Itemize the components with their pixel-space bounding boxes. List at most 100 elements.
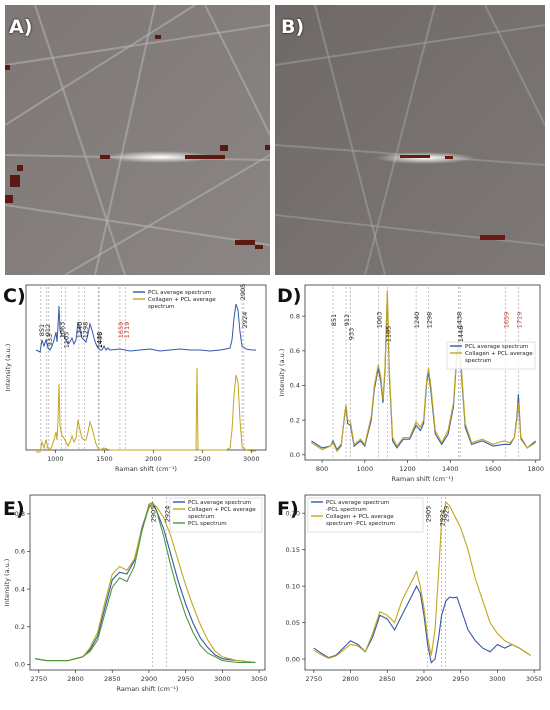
- peak-label: 1438: [455, 312, 463, 329]
- x-tick-label: 2850: [104, 675, 121, 683]
- legend-label: PCL spectrum: [188, 521, 227, 527]
- fiber-image-b: [275, 5, 545, 275]
- series-line-collagen-pcl-average: [36, 367, 256, 453]
- y-tick-label: 0.20: [286, 509, 300, 517]
- peak-label: 2905: [239, 284, 247, 301]
- chart-e: 2750 2800 2850 2900 2950 3000 3050 0.0 0.2 0.4 0.6…: [3, 494, 268, 693]
- peak-label: 1105: [63, 332, 71, 349]
- y-axis-title: Intensity (a.u.): [3, 559, 11, 607]
- panel-a-label: A): [9, 16, 33, 38]
- fiber-image-a: [5, 5, 270, 275]
- peak-label: 851: [330, 314, 338, 326]
- peak-label: 912: [44, 324, 52, 336]
- series-line: [35, 501, 256, 664]
- peak-label: 1298: [82, 322, 90, 339]
- peak-label: 933: [348, 328, 356, 340]
- legend-label: Collagen + PCL average spectrum: [465, 351, 533, 364]
- series-line: [311, 293, 537, 451]
- y-tick-label: 0.0: [290, 451, 300, 459]
- x-tick-label: 1200: [399, 465, 416, 473]
- x-tick-label: 3000: [243, 455, 260, 463]
- x-axis-title: Raman shift (cm⁻¹): [115, 465, 177, 473]
- peak-label: 1659: [503, 312, 511, 329]
- x-tick-label: 2800: [342, 675, 359, 683]
- x-tick-label: 2800: [67, 675, 84, 683]
- y-tick-label: 0.4: [15, 585, 25, 593]
- x-tick-label: 3000: [489, 675, 506, 683]
- peak-label: 2905: [425, 506, 433, 523]
- series-line-pcl-average: [35, 303, 256, 353]
- x-tick-label: 2750: [31, 675, 48, 683]
- x-tick-label: 2900: [141, 675, 158, 683]
- y-tick-label: 0.2: [15, 623, 25, 631]
- peak-label: 933: [46, 334, 54, 346]
- peak-label: 1240: [413, 312, 421, 329]
- x-tick-label: 1000: [47, 455, 64, 463]
- y-tick-label: 0.8: [15, 510, 25, 518]
- peak-label: 2924: [164, 506, 172, 523]
- peak-label: 851: [38, 324, 46, 336]
- plot-frame: [25, 284, 267, 451]
- plot-frame: [304, 284, 541, 461]
- x-tick-label: 2950: [452, 675, 469, 683]
- x-axis-title: Raman shift (cm⁻¹): [392, 475, 454, 483]
- y-tick-label: 0.15: [286, 546, 300, 554]
- y-tick-label: 0.05: [286, 619, 300, 627]
- x-axis-title: Raman shift (cm⁻¹): [117, 685, 179, 693]
- panel-b-image: [275, 5, 545, 275]
- y-tick-label: 0.6: [15, 548, 25, 556]
- x-tick-label: 2500: [194, 455, 211, 463]
- panel-d-label: D): [277, 285, 302, 307]
- x-tick-label: 2000: [145, 455, 162, 463]
- peak-label: 1063: [59, 322, 67, 339]
- chart-d: 800 1000 1200 1400 1600 1800 0.0 0.2 0.4 0.6 0.8 8…: [278, 284, 544, 483]
- x-tick-label: 800: [316, 465, 328, 473]
- x-tick-label: 2750: [306, 675, 323, 683]
- x-tick-label: 1600: [485, 465, 502, 473]
- panel-e-label: E): [3, 498, 25, 520]
- y-tick-label: 0.00: [286, 655, 300, 663]
- y-axis-title: Intensity (a.u.): [4, 344, 12, 392]
- legend-label: Collagen + PCL average spectrum -PCL spec…: [326, 514, 395, 527]
- peak-label: 1659: [117, 322, 125, 339]
- x-tick-label: 3000: [214, 675, 231, 683]
- panel-a-image: [5, 5, 270, 275]
- peak-label: 1719: [515, 312, 523, 329]
- plot-frame: [304, 494, 541, 671]
- x-tick-label: 1000: [357, 465, 374, 473]
- peak-label: 1105: [384, 326, 392, 343]
- peak-label: 1438: [95, 332, 103, 349]
- x-tick-label: 1400: [442, 465, 459, 473]
- peak-label: 2924: [439, 510, 447, 527]
- panel-b-label: B): [281, 16, 305, 38]
- y-tick-label: 0.6: [290, 347, 300, 355]
- x-tick-label: 1800: [527, 465, 544, 473]
- y-tick-label: 0.0: [15, 661, 25, 669]
- panel-f-label: F): [277, 498, 299, 520]
- legend-label: PCL average spectrum: [465, 344, 528, 350]
- peak-label: 1719: [123, 322, 131, 339]
- peak-label: 1446: [96, 332, 104, 349]
- peak-label: 1063: [375, 312, 383, 329]
- peak-label: 2905: [150, 506, 158, 523]
- legend-label: PCL average spectrum -PCL spectrum: [326, 500, 389, 513]
- panel-c-label: C): [3, 285, 26, 307]
- legend-box: [307, 497, 424, 533]
- y-tick-label: 0.8: [290, 312, 300, 320]
- x-tick-label: 1500: [96, 455, 113, 463]
- x-tick-label: 2900: [416, 675, 433, 683]
- y-axis-title: Intensity (a.u.): [278, 349, 286, 397]
- y-tick-label: 0.2: [290, 416, 300, 424]
- x-tick-label: 3050: [251, 675, 268, 683]
- legend-label: PCL average spectrum: [188, 500, 251, 506]
- plot-frame: [29, 494, 266, 671]
- x-tick-label: 2950: [177, 675, 194, 683]
- x-tick-label: 2850: [379, 675, 396, 683]
- legend-label: PCL average spectrum: [148, 290, 211, 296]
- series-line: [313, 501, 531, 659]
- series-line: [313, 584, 531, 664]
- peak-label: 2929: [442, 506, 450, 523]
- y-tick-label: 0.4: [290, 382, 300, 390]
- peak-label: 1446: [457, 326, 465, 343]
